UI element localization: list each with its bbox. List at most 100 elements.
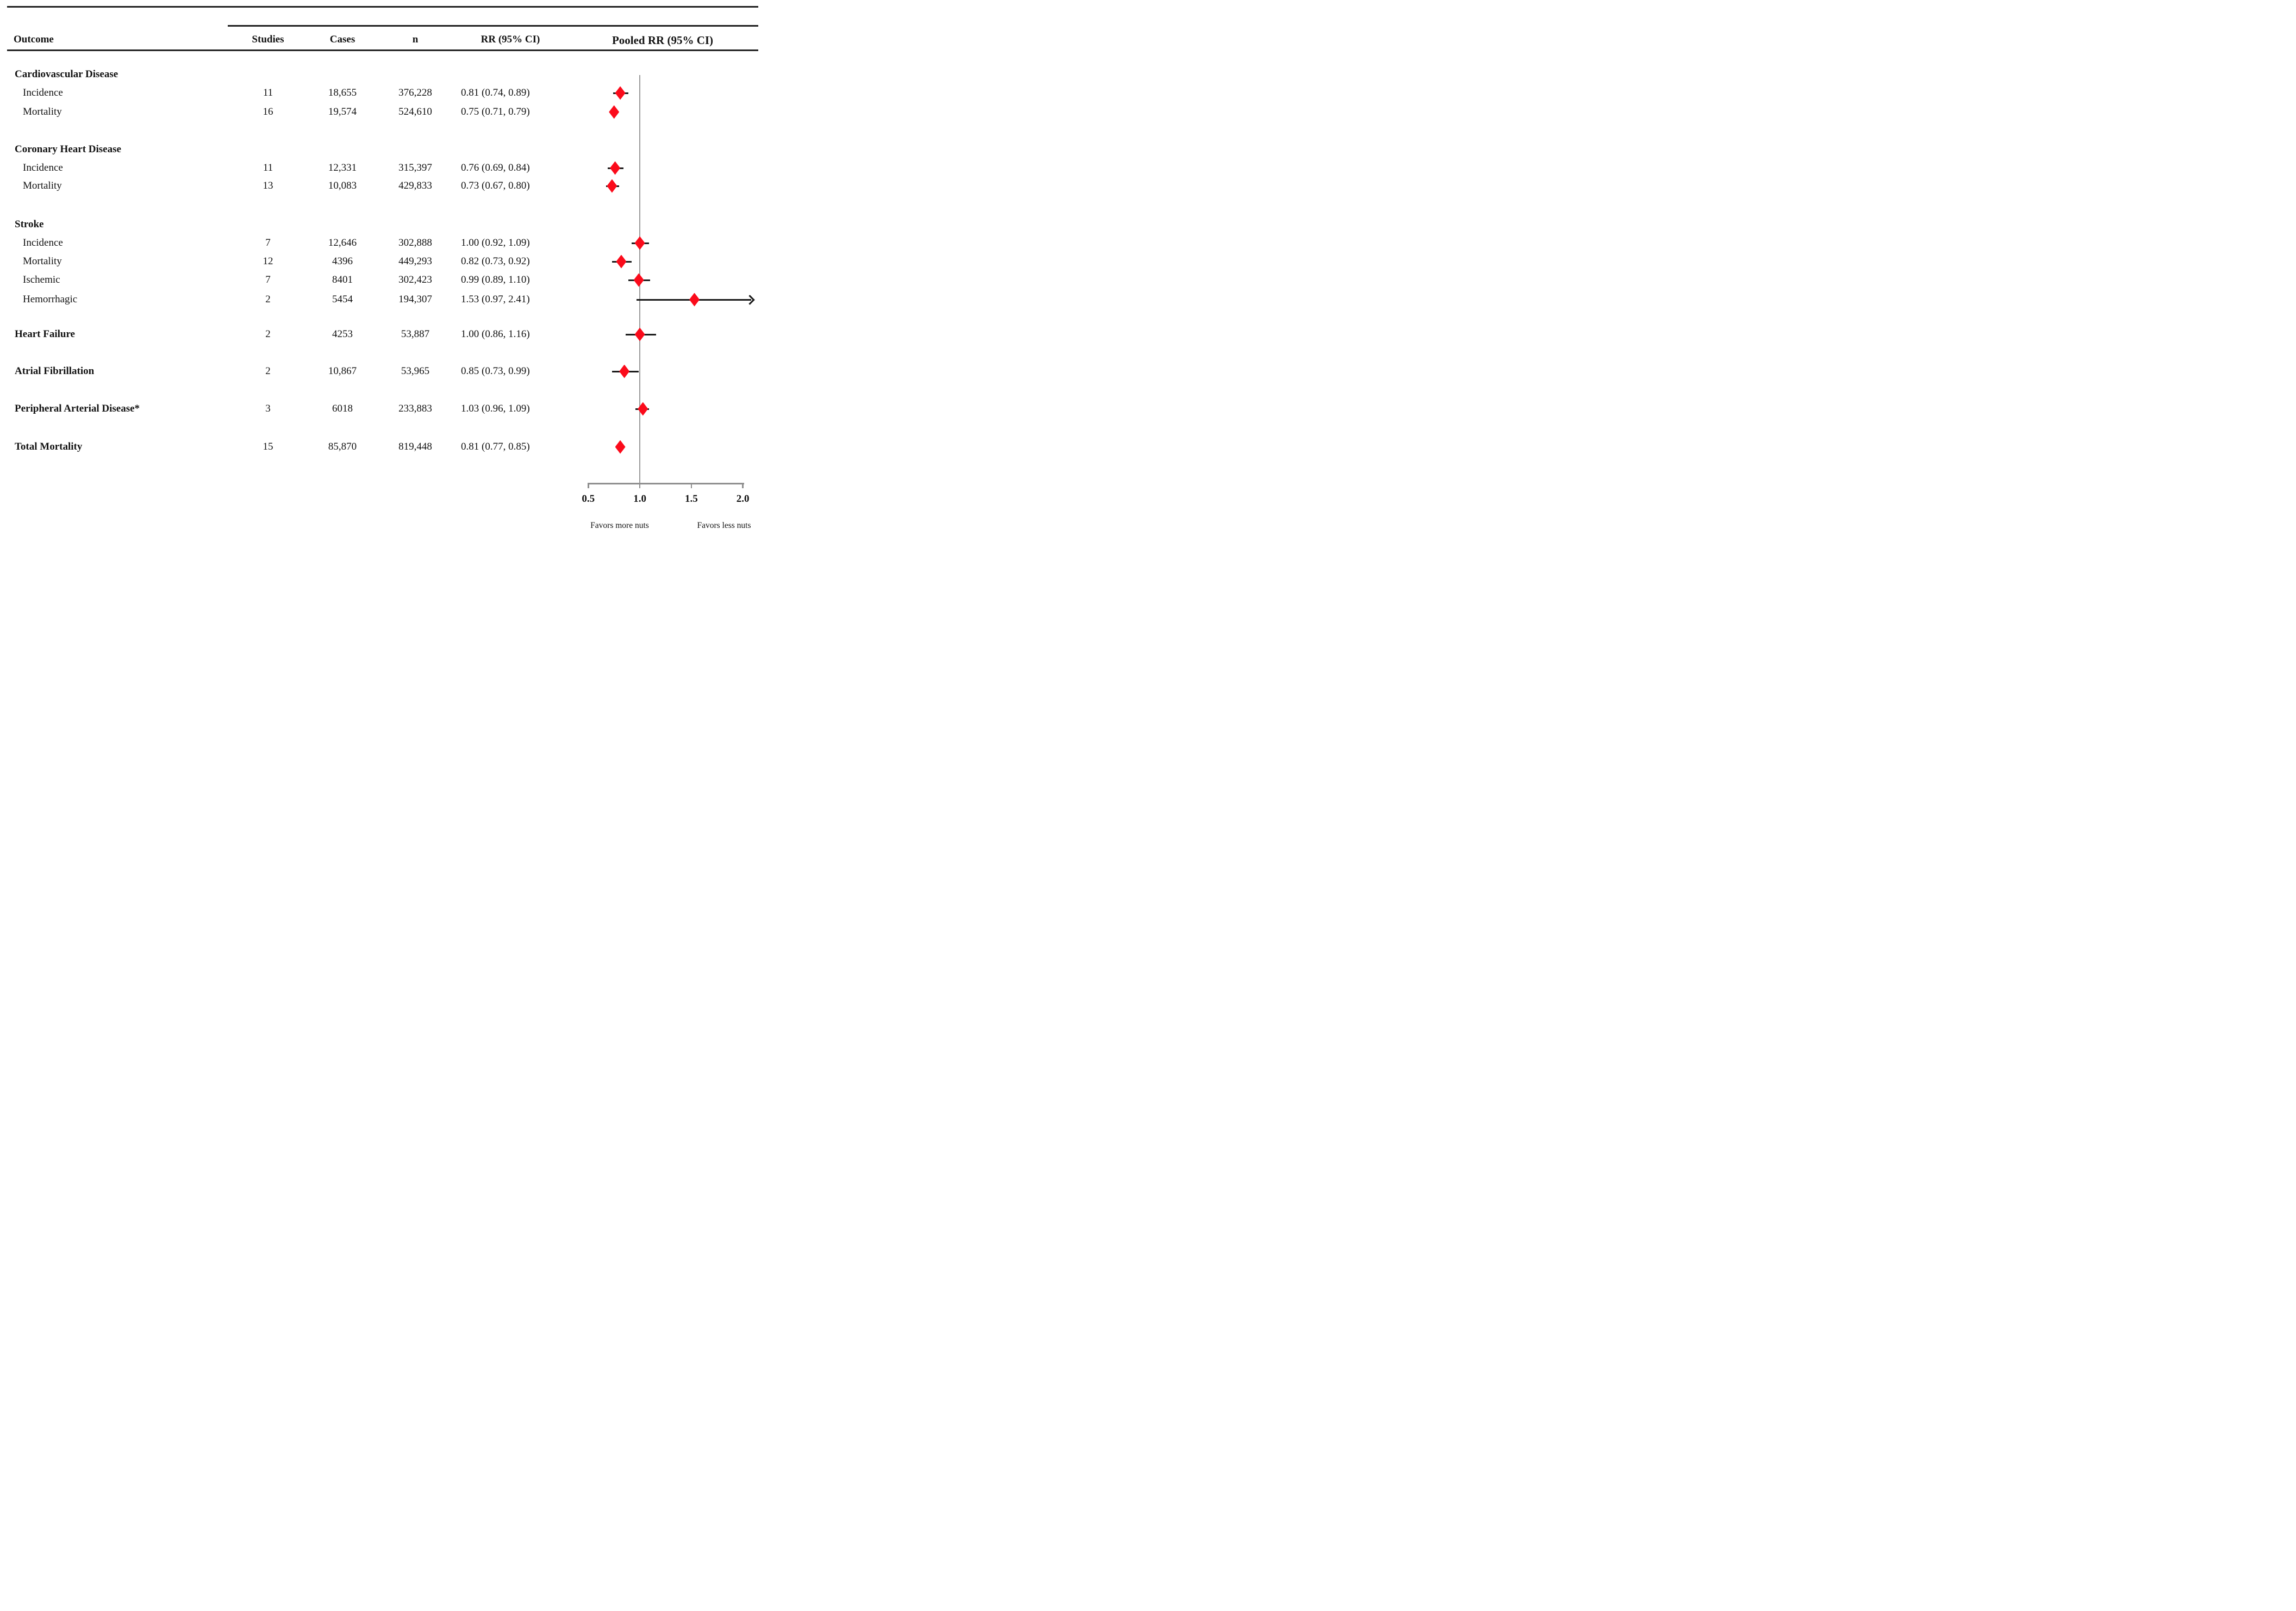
cases-value: 12,331	[328, 162, 357, 173]
table-row-stroke-mortality: Mortality 12 4396 449,293 0.82 (0.73, 0.…	[0, 254, 567, 269]
ci-whisker	[635, 408, 650, 410]
cases-value: 8401	[332, 274, 353, 285]
rr-ci-value: 1.00 (0.92, 1.09)	[461, 237, 530, 248]
diamond-marker	[634, 327, 645, 341]
forest-plot-figure: Outcome Studies Cases n RR (95% CI) Pool…	[0, 0, 765, 537]
cases-value: 4253	[332, 328, 353, 340]
rr-column-header: RR (95% CI)	[481, 34, 540, 45]
studies-value: 2	[265, 365, 271, 377]
arrow-right-icon	[744, 294, 755, 305]
n-column-header: n	[412, 34, 419, 45]
ci-whisker	[612, 260, 632, 263]
outcome-label: Coronary Heart Disease	[15, 144, 121, 155]
column-header-top-rule	[228, 25, 758, 27]
studies-value: 3	[265, 403, 271, 414]
rr-ci-value: 0.81 (0.77, 0.85)	[461, 441, 530, 452]
table-row-total-mortality: Total Mortality 15 85,870 819,448 0.81 (…	[0, 440, 567, 454]
favors-less-nuts-label: Favors less nuts	[697, 521, 751, 530]
outcome-label: Mortality	[23, 256, 62, 267]
n-value: 53,965	[401, 365, 430, 377]
diamond-marker	[615, 440, 626, 454]
n-value: 429,833	[398, 180, 432, 191]
rr-ci-value: 1.53 (0.97, 2.41)	[461, 294, 530, 305]
ci-whisker	[612, 370, 639, 372]
outcome-label: Cardiovascular Disease	[15, 69, 118, 80]
table-row-stroke-incidence: Incidence 7 12,646 302,888 1.00 (0.92, 1…	[0, 236, 567, 250]
rr-ci-value: 0.81 (0.74, 0.89)	[461, 87, 530, 98]
axis-tick	[639, 483, 641, 488]
rr-ci-value: 0.73 (0.67, 0.80)	[461, 180, 530, 191]
outcome-label: Mortality	[23, 106, 62, 117]
axis-tick-label: 2.0	[736, 493, 750, 505]
diamond-marker	[607, 179, 617, 193]
group-row-stroke: Stroke	[0, 217, 567, 232]
outcome-label: Incidence	[23, 162, 63, 173]
studies-value: 7	[265, 274, 271, 285]
studies-value: 13	[263, 180, 273, 191]
axis-tick	[690, 483, 692, 488]
group-row-coronary-heart-disease: Coronary Heart Disease	[0, 142, 567, 157]
diamond-marker	[633, 273, 644, 287]
diamond-marker	[619, 364, 630, 378]
favors-more-nuts-label: Favors more nuts	[590, 521, 649, 530]
diamond-marker	[610, 161, 621, 175]
studies-column-header: Studies	[252, 34, 284, 45]
diamond-marker	[689, 293, 700, 307]
rr-ci-value: 1.00 (0.86, 1.16)	[461, 328, 530, 340]
ci-whisker	[606, 185, 620, 187]
table-row-peripheral-arterial-disease: Peripheral Arterial Disease* 3 6018 233,…	[0, 402, 567, 416]
group-row-cardiovascular-disease: Cardiovascular Disease	[0, 67, 567, 82]
table-row-atrial-fibrillation: Atrial Fibrillation 2 10,867 53,965 0.85…	[0, 364, 567, 378]
ci-whisker	[631, 242, 650, 244]
ci-whisker	[610, 111, 619, 113]
studies-value: 12	[263, 256, 273, 267]
table-row-stroke-ischemic: Ischemic 7 8401 302,423 0.99 (0.89, 1.10…	[0, 273, 567, 287]
axis-tick	[742, 483, 744, 488]
ci-whisker	[628, 279, 651, 281]
diamond-marker	[615, 86, 626, 100]
diamond-marker	[616, 254, 627, 269]
outcome-label: Incidence	[23, 237, 63, 248]
rr-ci-value: 0.75 (0.71, 0.79)	[461, 106, 530, 117]
ci-whisker	[625, 333, 657, 335]
rr-ci-value: 0.82 (0.73, 0.92)	[461, 256, 530, 267]
cases-value: 5454	[332, 294, 353, 305]
header-bottom-rule	[7, 49, 758, 51]
studies-value: 7	[265, 237, 271, 248]
reference-line	[639, 75, 641, 483]
cases-value: 4396	[332, 256, 353, 267]
n-value: 376,228	[398, 87, 432, 98]
outcome-label: Mortality	[23, 180, 62, 191]
outcome-label: Peripheral Arterial Disease*	[15, 403, 140, 414]
outcome-label: Hemorrhagic	[23, 294, 78, 305]
n-value: 302,888	[398, 237, 432, 248]
n-value: 524,610	[398, 106, 432, 117]
studies-value: 16	[263, 106, 273, 117]
n-value: 819,448	[398, 441, 432, 452]
outcome-label: Incidence	[23, 87, 63, 98]
table-row-chd-incidence: Incidence 11 12,331 315,397 0.76 (0.69, …	[0, 161, 567, 175]
rr-ci-value: 1.03 (0.96, 1.09)	[461, 403, 530, 414]
rr-ci-value: 0.76 (0.69, 0.84)	[461, 162, 530, 173]
outcome-label: Atrial Fibrillation	[15, 365, 95, 377]
table-row-cvd-mortality: Mortality 16 19,574 524,610 0.75 (0.71, …	[0, 105, 567, 119]
ci-whisker	[637, 298, 751, 301]
outcome-label: Stroke	[15, 219, 44, 230]
column-header-row: Outcome Studies Cases n RR (95% CI)	[0, 33, 567, 47]
studies-value: 11	[263, 87, 273, 98]
rr-ci-value: 0.99 (0.89, 1.10)	[461, 274, 530, 285]
cases-value: 6018	[332, 403, 353, 414]
axis-tick	[588, 483, 589, 488]
table-row-chd-mortality: Mortality 13 10,083 429,833 0.73 (0.67, …	[0, 179, 567, 193]
studies-value: 11	[263, 162, 273, 173]
axis-tick-label: 1.5	[684, 493, 698, 505]
outcome-label: Ischemic	[23, 274, 60, 285]
table-row-heart-failure: Heart Failure 2 4253 53,887 1.00 (0.86, …	[0, 327, 567, 341]
studies-value: 15	[263, 441, 273, 452]
outcome-column-header: Outcome	[14, 34, 54, 45]
x-axis-line	[588, 483, 745, 484]
n-value: 315,397	[398, 162, 432, 173]
axis-tick-label: 0.5	[582, 493, 595, 505]
cases-value: 10,867	[328, 365, 357, 377]
table-row-cvd-incidence: Incidence 11 18,655 376,228 0.81 (0.74, …	[0, 86, 567, 100]
